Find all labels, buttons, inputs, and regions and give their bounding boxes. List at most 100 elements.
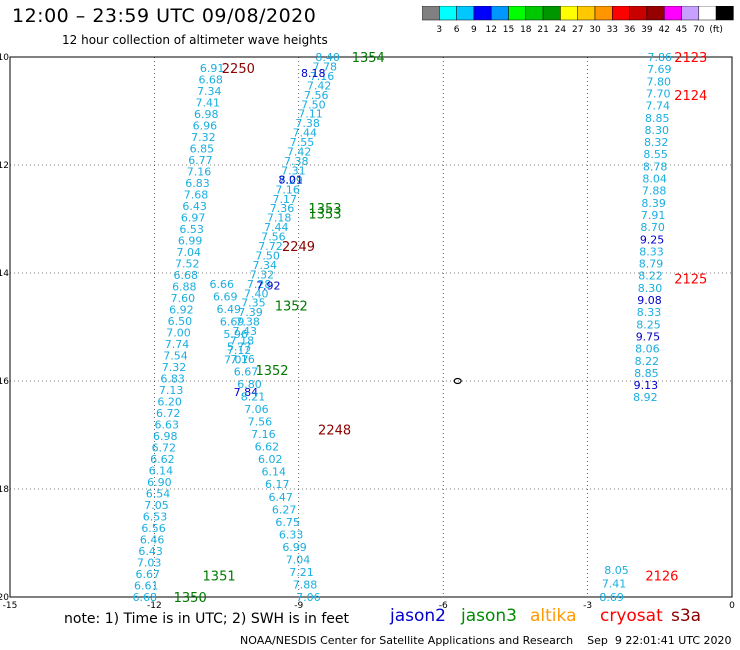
swh-value: 7.13	[159, 384, 184, 397]
swh-value: 7.41	[602, 578, 627, 591]
swh-value: 7.38	[235, 316, 260, 329]
swh-value: 6.68	[174, 269, 199, 282]
swh-value: 7.84	[234, 386, 259, 399]
swh-value: 7.11	[298, 108, 323, 121]
longitude-tick-label: -12	[147, 601, 162, 611]
swh-value: 7.92	[256, 280, 281, 293]
pass-number-label: 1352	[275, 299, 308, 314]
swh-value: 7.34	[253, 259, 278, 272]
island-marker	[453, 377, 462, 385]
swh-value: 7.18	[230, 335, 255, 348]
swh-value: 6.27	[272, 503, 297, 516]
swh-value: 6.91	[200, 62, 225, 75]
swh-value: 6.46	[140, 533, 165, 546]
swh-value: 7.56	[304, 89, 329, 102]
swh-value: 6.77	[188, 154, 213, 167]
latitude-tick-label: -18	[0, 485, 9, 495]
swh-value: 7.16	[275, 183, 300, 196]
color-scale-label: 27	[572, 25, 583, 35]
swh-value: 7.44	[293, 127, 318, 140]
swh-value: 6.33	[279, 528, 304, 541]
legend-item-s3a: s3a	[671, 606, 702, 626]
swh-value: 6.61	[134, 579, 159, 592]
swh-value: 7.60	[171, 292, 196, 305]
swh-value: 6.50	[168, 315, 193, 328]
swh-value: 6.62	[150, 453, 175, 466]
swh-value: 6.20	[157, 395, 182, 408]
swh-value: 6.99	[178, 234, 203, 247]
swh-value: 7.32	[250, 268, 275, 281]
pass-number-label: 1353	[308, 202, 341, 217]
swh-value: 8.01	[279, 173, 304, 186]
swh-value: 7.50	[255, 249, 280, 262]
swh-value: 8.55	[643, 148, 668, 161]
swh-value: 9.25	[640, 233, 665, 246]
swh-value: 9.08	[637, 294, 662, 307]
swh-value: 7.69	[647, 63, 672, 76]
swh-value: 8.69	[599, 591, 624, 604]
color-scale-label: 42	[658, 25, 669, 35]
swh-value: 6.47	[268, 491, 293, 504]
swh-value: 7.29	[278, 174, 303, 187]
swh-value: 8.79	[639, 258, 664, 271]
swh-value: 8.70	[640, 221, 665, 234]
swh-value: 6.17	[265, 478, 290, 491]
pass-number-label: 1353	[308, 208, 341, 223]
swh-value: 7.21	[289, 566, 314, 579]
swh-value: 7.54	[163, 349, 188, 362]
swh-value: 7.52	[175, 257, 200, 270]
latitude-tick-label: -10	[0, 53, 9, 63]
swh-value: 7.86	[648, 51, 673, 64]
swh-value: 6.43	[182, 200, 207, 213]
swh-value: 7.74	[165, 338, 190, 351]
swh-value: 9.13	[634, 379, 659, 392]
swh-value: 6.62	[255, 441, 280, 454]
swh-value: 6.53	[179, 223, 204, 236]
swh-value: 8.06	[635, 343, 660, 356]
pass-number-label: 2248	[318, 424, 351, 439]
pass-number-label: 2126	[645, 569, 678, 584]
swh-value: 9.75	[636, 330, 661, 343]
swh-value: 7.03	[137, 556, 162, 569]
swh-value: 7.16	[230, 353, 255, 366]
swh-value: 7.04	[286, 553, 311, 566]
color-scale-label: 18	[520, 25, 532, 35]
color-scale-label: 24	[555, 25, 567, 35]
swh-value: 7.16	[310, 70, 335, 83]
swh-value: 7.18	[267, 212, 292, 225]
swh-value: 8.85	[645, 112, 670, 125]
swh-value: 7.43	[233, 325, 258, 338]
swh-value: 7.40	[244, 287, 269, 300]
swh-value: 7.42	[287, 146, 312, 159]
pass-number-label: 2250	[222, 62, 255, 77]
swh-value: 6.67	[135, 568, 160, 581]
swh-value: 8.40	[315, 51, 340, 64]
swh-value: 6.72	[156, 407, 181, 420]
color-scale-label: 36	[624, 25, 636, 35]
swh-value: 6.68	[198, 73, 223, 86]
swh-value: 6.02	[258, 453, 283, 466]
swh-value: 7.42	[307, 79, 332, 92]
swh-value: 6.53	[143, 510, 168, 523]
swh-value: 7.28	[247, 278, 272, 291]
swh-value: 6.66	[210, 278, 235, 291]
swh-value: 6.43	[138, 545, 163, 558]
plot-frame	[9, 56, 733, 598]
pass-number-label: 2125	[674, 272, 707, 287]
swh-value: 7.36	[270, 202, 295, 215]
swh-value: 6.63	[154, 418, 179, 431]
color-scale-label: 12	[485, 25, 496, 35]
latitude-tick-label: -16	[0, 377, 9, 387]
swh-value: 7.12	[227, 344, 252, 357]
swh-value: 5.77	[227, 340, 252, 353]
color-swatch	[715, 6, 734, 21]
swh-value: 6.72	[152, 441, 177, 454]
swh-value: 6.49	[216, 303, 241, 316]
swh-value: 6.68	[133, 591, 158, 604]
longitude-tick-label: -6	[439, 601, 448, 611]
swh-value: 7.35	[241, 297, 266, 310]
swh-value: 7.80	[647, 75, 672, 88]
color-scale-label: 30	[589, 25, 601, 35]
longitude-tick-label: -9	[294, 601, 303, 611]
